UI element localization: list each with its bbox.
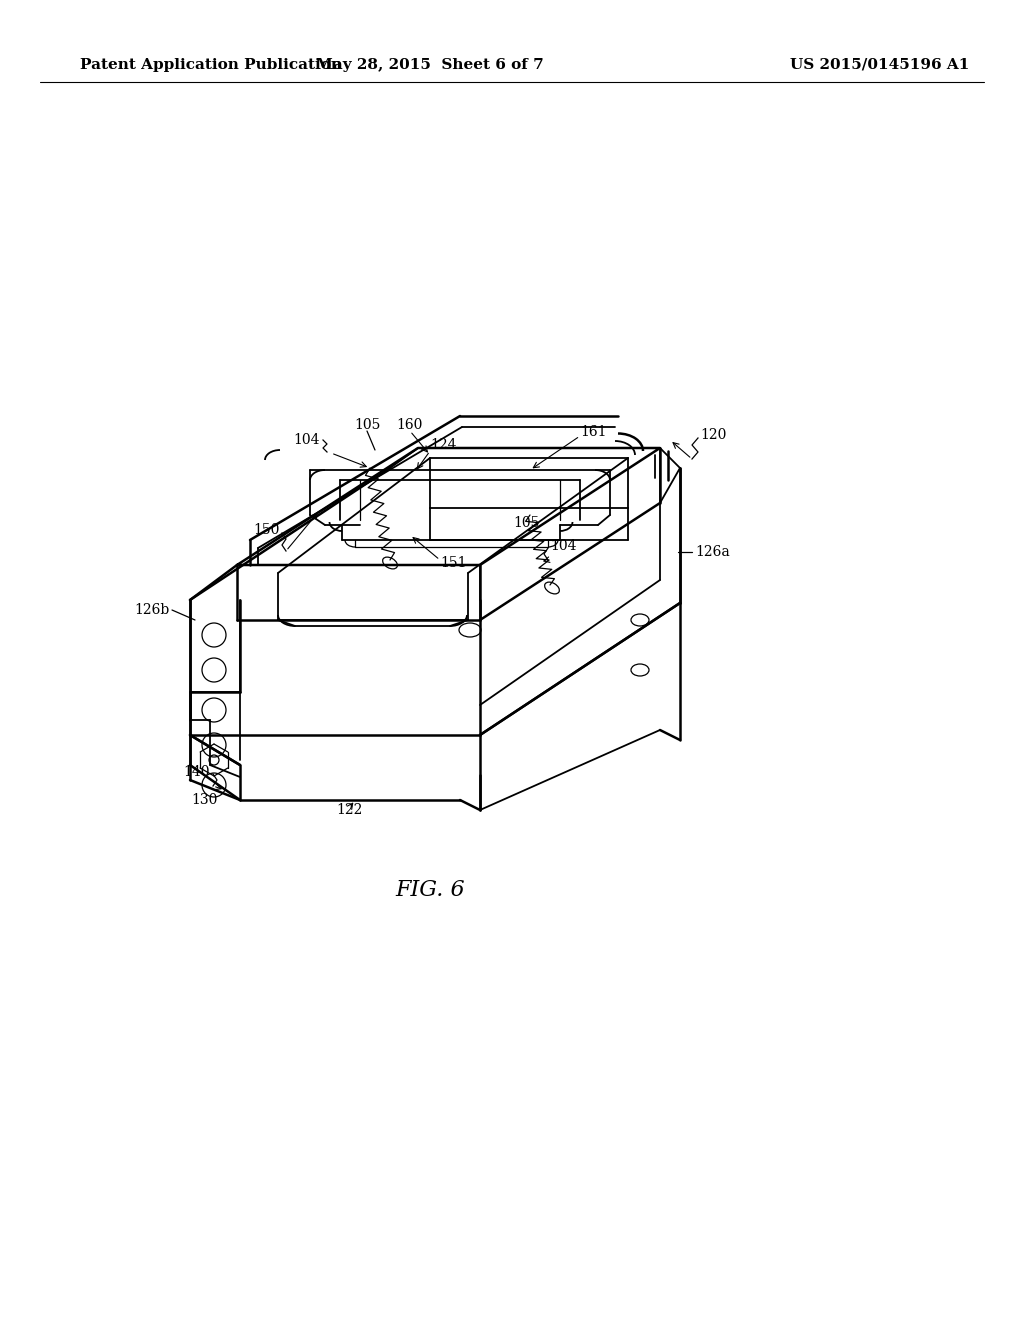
Text: 124: 124 <box>430 438 457 451</box>
Text: 122: 122 <box>337 803 364 817</box>
Text: 161: 161 <box>580 425 606 440</box>
Text: 126b: 126b <box>135 603 170 616</box>
Text: 151: 151 <box>440 556 467 570</box>
Text: 150: 150 <box>254 523 280 537</box>
Text: 130: 130 <box>191 793 218 807</box>
Text: 140: 140 <box>183 766 210 779</box>
Text: 105: 105 <box>513 516 540 531</box>
Text: 160: 160 <box>397 418 423 432</box>
Text: 120: 120 <box>700 428 726 442</box>
Text: Patent Application Publication: Patent Application Publication <box>80 58 342 73</box>
Text: 126a: 126a <box>695 545 730 558</box>
Text: FIG. 6: FIG. 6 <box>395 879 465 902</box>
Text: 104: 104 <box>550 539 577 553</box>
Text: May 28, 2015  Sheet 6 of 7: May 28, 2015 Sheet 6 of 7 <box>316 58 544 73</box>
Text: US 2015/0145196 A1: US 2015/0145196 A1 <box>790 58 970 73</box>
Text: 105: 105 <box>354 418 380 432</box>
Text: 104: 104 <box>294 433 319 447</box>
